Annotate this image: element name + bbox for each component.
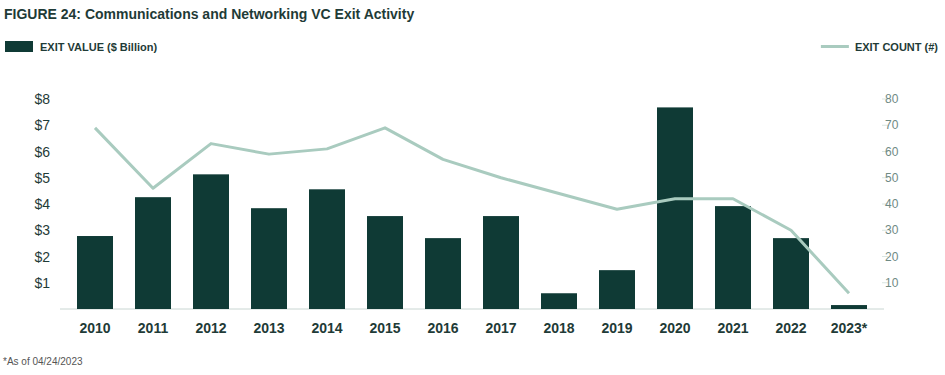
y-tick-label: $4 [34, 196, 50, 212]
y2-tick-label: 30 [885, 223, 899, 237]
bar [483, 216, 519, 309]
bar [193, 174, 229, 309]
x-tick-label: 2020 [659, 320, 690, 336]
x-tick-label: 2010 [79, 320, 110, 336]
y2-tick-label: 70 [885, 118, 899, 132]
x-tick-label: 2022 [775, 320, 806, 336]
x-tick-label: 2019 [601, 320, 632, 336]
y-tick-label: $2 [34, 249, 50, 265]
bar [715, 206, 751, 309]
y2-tick-label: 50 [885, 171, 899, 185]
x-tick-label: 2018 [543, 320, 574, 336]
y2-tick-label: 60 [885, 145, 899, 159]
bar [541, 293, 577, 309]
bar [309, 189, 345, 309]
y-tick-label: $6 [34, 144, 50, 160]
bar [657, 107, 693, 309]
x-tick-label: 2016 [427, 320, 458, 336]
bar [251, 208, 287, 309]
line [95, 128, 849, 293]
title: FIGURE 24: Communications and Networking… [4, 6, 414, 22]
y-tick-label: $5 [34, 170, 50, 186]
chart: FIGURE 24: Communications and Networking… [0, 0, 945, 375]
bar [77, 236, 113, 309]
x-tick-label: 2015 [369, 320, 400, 336]
y2-tick-label: 10 [885, 276, 899, 290]
y2-tick-label: 40 [885, 197, 899, 211]
legend-label: EXIT COUNT (#) [855, 41, 938, 53]
bar [425, 238, 461, 309]
y-tick-label: $8 [34, 91, 50, 107]
y2-tick-label: 80 [885, 92, 899, 106]
bar [773, 238, 809, 309]
x-tick-label: 2017 [485, 320, 516, 336]
x-tick-label: 2013 [253, 320, 284, 336]
y2-tick-label: 20 [885, 250, 899, 264]
x-tick-label: 2014 [311, 320, 342, 336]
plot-area [77, 107, 867, 309]
bar [367, 216, 403, 309]
y-tick-label: $3 [34, 222, 50, 238]
x-tick-label: 2021 [717, 320, 748, 336]
legend-swatch [5, 41, 33, 52]
bar [599, 270, 635, 309]
baseline [60, 309, 884, 310]
legend-swatch [821, 45, 849, 48]
y-tick-label: $7 [34, 117, 50, 133]
footnote: *As of 04/24/2023 [3, 356, 83, 367]
bar [135, 197, 171, 309]
x-tick-label: 2012 [195, 320, 226, 336]
y-tick-label: $1 [34, 275, 50, 291]
x-tick-label: 2023* [831, 320, 868, 336]
bar [831, 305, 867, 309]
x-tick-label: 2011 [138, 320, 169, 336]
legend-label: EXIT VALUE ($ Billion) [40, 41, 157, 53]
